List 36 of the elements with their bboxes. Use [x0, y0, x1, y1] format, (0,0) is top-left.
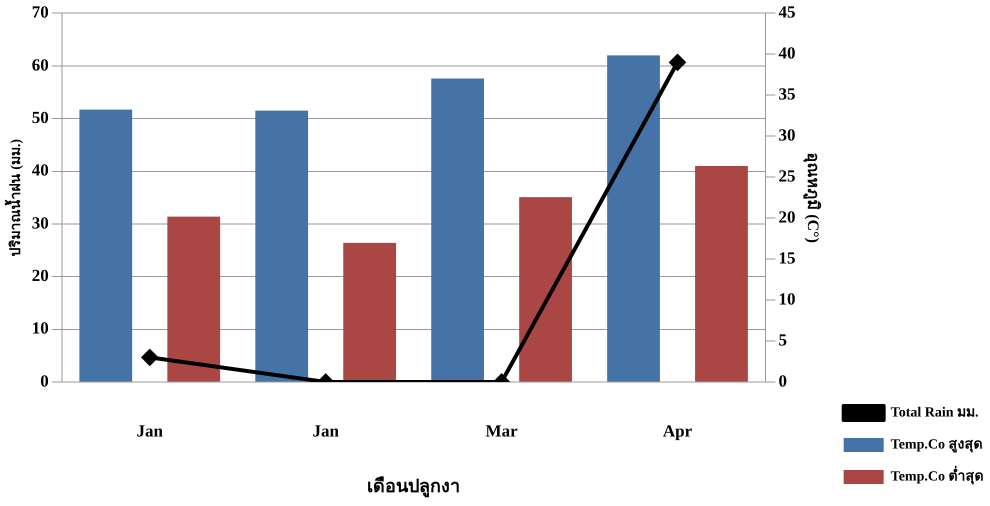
legend-label: Total Rain มม.: [890, 406, 979, 421]
y-tick-label: 20: [32, 266, 49, 286]
y2-tick-label: 5: [778, 330, 787, 350]
legend-label: Temp.Co สูงสุด: [890, 438, 982, 453]
bar: [519, 197, 572, 382]
y2-tick-label: 35: [778, 84, 796, 104]
y2-tick-label: 20: [778, 207, 796, 226]
bar: [343, 242, 396, 382]
y2-tick-label: 40: [778, 44, 796, 63]
x-tick-label: Jan: [136, 422, 164, 441]
bar: [79, 110, 132, 382]
y2-tick-label: 10: [778, 289, 796, 308]
y-axis-title: ปริมาณน้ำฝน (มม.): [4, 138, 24, 256]
y2-tick-label: 25: [778, 166, 796, 186]
x-tick-label: Apr: [662, 422, 693, 441]
y2-tick-label: 15: [778, 248, 796, 268]
bar: [255, 110, 308, 382]
y-tick-label: 60: [32, 55, 49, 74]
x-axis-title: เดือนปลูกงา: [367, 476, 460, 498]
y-tick-label: 70: [32, 2, 49, 22]
bar: [607, 55, 660, 382]
y2-tick-label: 45: [778, 2, 796, 22]
y-tick-label: 40: [32, 160, 49, 180]
y-tick-label: 10: [32, 318, 49, 338]
bar: [695, 166, 748, 382]
legend-label: Temp.Co ต่ำสุด: [890, 466, 984, 485]
y2-tick-label: 30: [778, 126, 796, 145]
x-tick-label: Jan: [312, 422, 340, 441]
y-tick-label: 0: [40, 371, 49, 390]
bar: [431, 78, 484, 382]
y-tick-label: 50: [32, 108, 49, 127]
x-tick-label: Mar: [486, 422, 518, 441]
y2-tick-label: 0: [778, 371, 787, 390]
bar: [167, 216, 220, 382]
y-tick-label: 30: [32, 213, 49, 232]
y2-axis-title: อุณหภูมิ (C°): [802, 152, 822, 243]
